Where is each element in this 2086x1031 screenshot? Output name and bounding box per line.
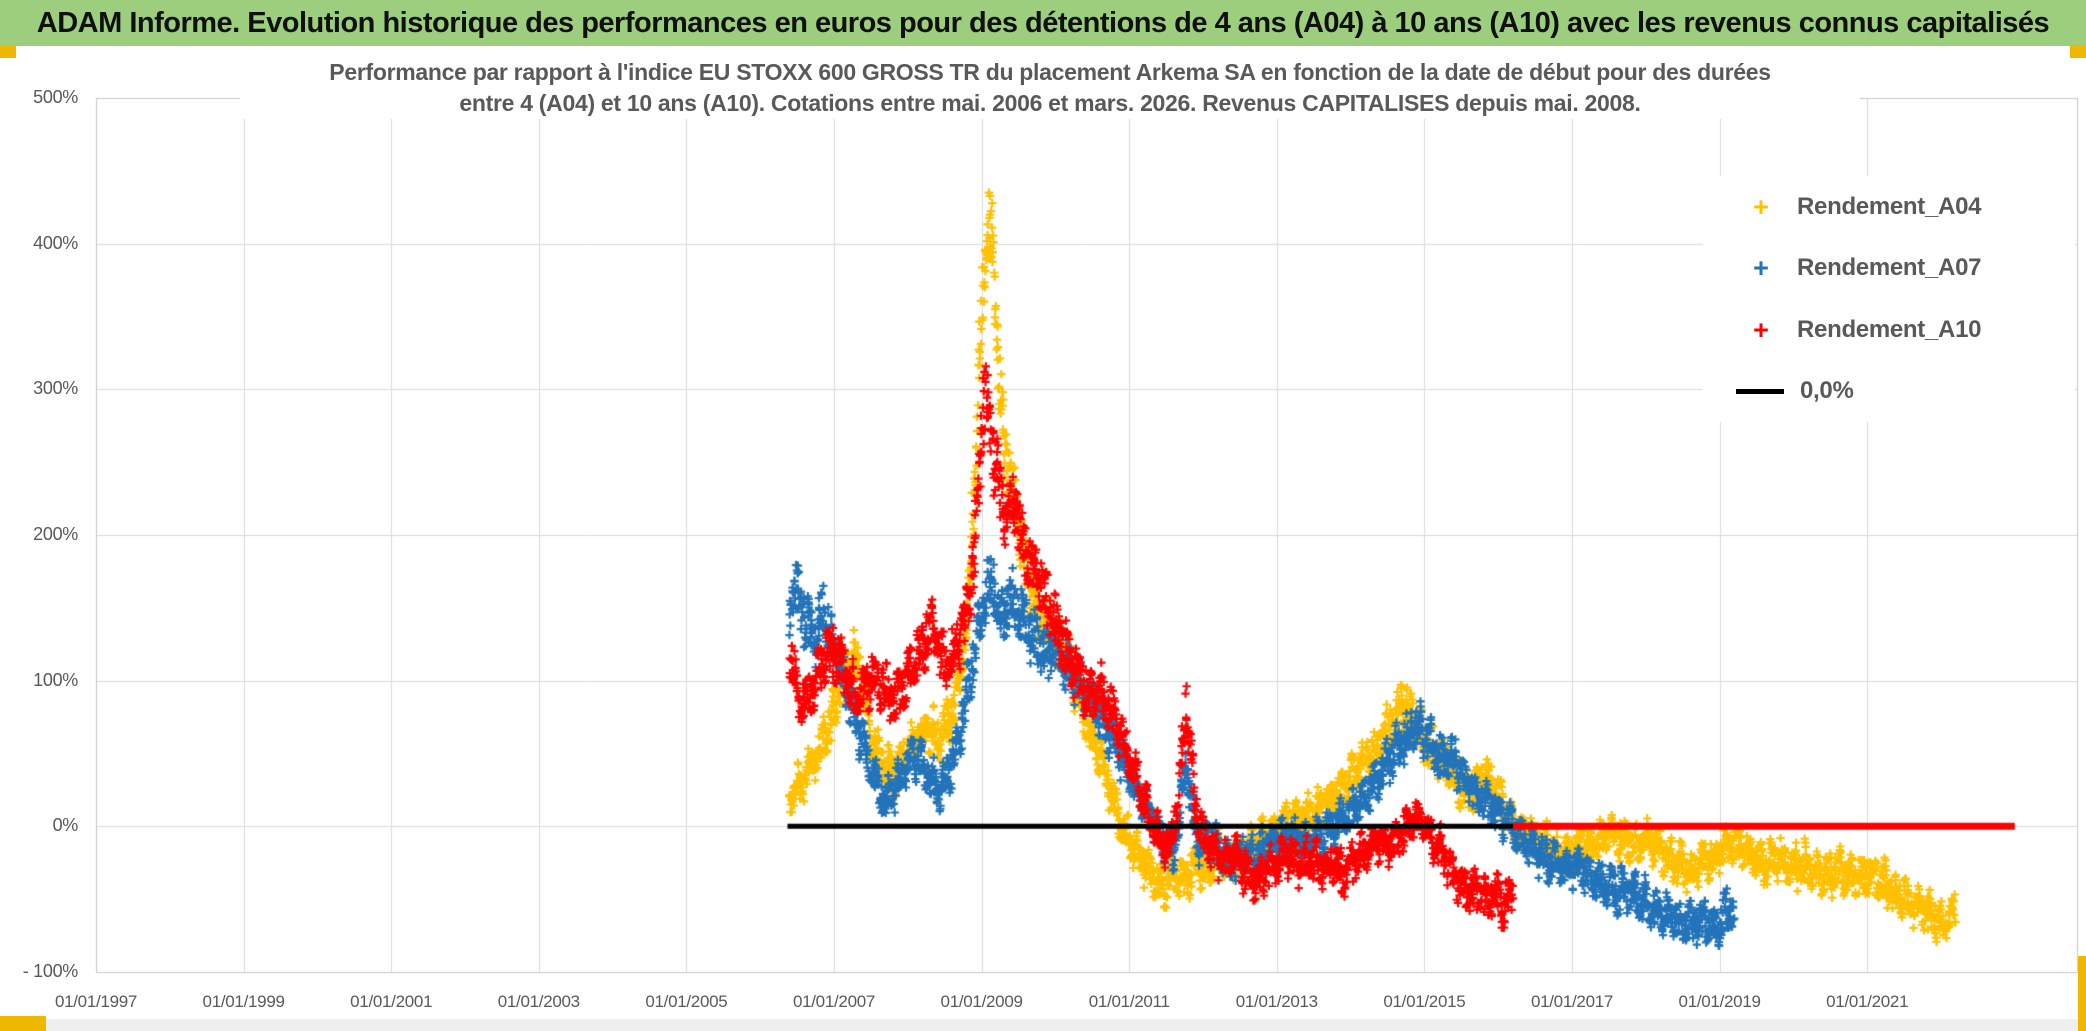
- x-axis-label: 01/01/2011: [1088, 992, 1170, 1011]
- y-axis-label: 500%: [33, 87, 78, 108]
- plus-marker-icon: +: [1753, 253, 1769, 284]
- legend-label: Rendement_A07: [1797, 254, 1982, 282]
- x-axis-label: 01/01/2013: [1235, 992, 1318, 1011]
- x-axis-label: 01/01/2015: [1383, 992, 1466, 1011]
- x-axis-label: 01/01/2017: [1530, 992, 1614, 1011]
- gold-frame-corner: [0, 45, 16, 58]
- x-axis-label: 01/01/2003: [497, 992, 580, 1011]
- x-axis-label: 01/01/2005: [645, 992, 728, 1011]
- bottom-divider: [0, 1019, 2086, 1031]
- legend-item-zero-line: 0,0%: [1703, 371, 2075, 411]
- y-axis-label: 100%: [33, 669, 78, 690]
- report-title: ADAM Informe. Evolution historique des p…: [36, 6, 2050, 39]
- chart-title: Performance par rapport à l'indice EU ST…: [240, 57, 1860, 119]
- x-axis-label: 01/01/2019: [1678, 992, 1761, 1011]
- gold-frame-corner: [2070, 45, 2086, 58]
- x-axis-label: 01/01/2001: [350, 992, 433, 1011]
- x-axis-label: 01/01/2009: [940, 992, 1023, 1011]
- report-title-bar: ADAM Informe. Evolution historique des p…: [0, 0, 2086, 46]
- zero-line-swatch: [1736, 388, 1784, 394]
- x-axis: 01/01/1997 01/01/1999 01/01/2001 01/01/2003…: [0, 992, 2086, 1018]
- chart-title-line1: Performance par rapport à l'indice EU ST…: [329, 59, 1771, 85]
- y-axis-label: 300%: [33, 378, 78, 399]
- x-axis-label: 01/01/2021: [1826, 992, 1909, 1011]
- y-axis: 500% 400% 300% 200% 100% 0% - 100%: [0, 0, 82, 1031]
- x-axis-label: 01/01/2007: [792, 992, 876, 1011]
- legend-label: 0,0%: [1800, 377, 1854, 405]
- y-axis-label: 200%: [33, 524, 78, 545]
- y-axis-label: - 100%: [22, 960, 79, 981]
- gold-frame-corner: [0, 1016, 46, 1031]
- legend-label: Rendement_A04: [1797, 192, 1982, 220]
- y-axis-label: 400%: [33, 232, 78, 253]
- plus-marker-icon: +: [1753, 314, 1769, 345]
- plus-marker-icon: +: [1753, 191, 1769, 222]
- legend-item-rendement-a07: + Rendement_A07: [1703, 248, 2075, 288]
- legend-label: Rendement_A10: [1797, 315, 1982, 343]
- x-axis-label: 01/01/1999: [202, 992, 285, 1011]
- x-axis-label: 01/01/1997: [54, 992, 138, 1011]
- chart-title-line2: entre 4 (A04) et 10 ans (A10). Cotations…: [459, 90, 1641, 116]
- legend-item-rendement-a10: + Rendement_A10: [1703, 310, 2075, 350]
- chart-legend: + Rendement_A04 + Rendement_A07 + Rendem…: [1703, 176, 2075, 422]
- gold-frame-corner: [2078, 956, 2086, 1031]
- y-axis-label: 0%: [52, 815, 79, 836]
- legend-item-rendement-a04: + Rendement_A04: [1703, 187, 2075, 227]
